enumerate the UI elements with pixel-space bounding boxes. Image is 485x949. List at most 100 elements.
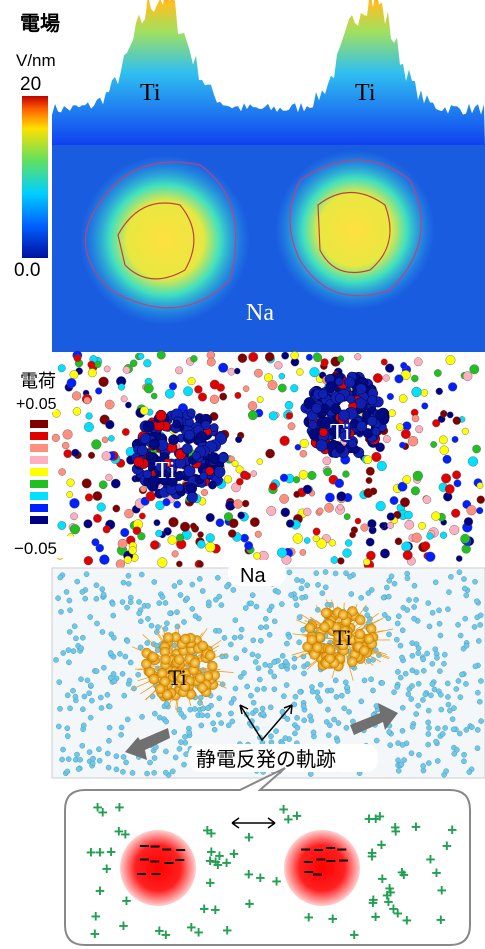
atom (299, 470, 308, 479)
atom (453, 417, 461, 425)
ion (318, 682, 323, 687)
atom (210, 395, 219, 404)
atom (441, 474, 451, 484)
ion (228, 711, 233, 716)
legend-swatch (30, 516, 48, 524)
ion (433, 647, 438, 652)
ion (96, 747, 101, 752)
atom (93, 514, 101, 522)
atom (124, 509, 133, 518)
ion (263, 662, 268, 667)
ion (426, 720, 431, 725)
ion (57, 706, 62, 711)
ion (403, 671, 408, 676)
atom (404, 511, 412, 519)
cluster-atom (192, 452, 200, 460)
ion (421, 668, 426, 673)
cluster-atom (344, 377, 355, 388)
ion (238, 634, 243, 639)
ion (163, 770, 168, 775)
ion (423, 692, 428, 697)
atom (154, 519, 160, 525)
atom (155, 530, 162, 537)
atom (102, 437, 108, 443)
atom (64, 450, 72, 458)
atom (450, 525, 460, 535)
figure: 電場 V/nm 20 0.0 Ti Ti Na Ti Ti 電荷 +0.05 −… (0, 0, 485, 949)
ion (105, 692, 110, 697)
cluster-atom (168, 435, 178, 445)
atom (122, 428, 129, 435)
atom (468, 457, 478, 467)
atom (67, 479, 75, 487)
atom (377, 461, 387, 471)
ion (382, 612, 387, 617)
cluster-atom (376, 410, 386, 420)
atom (462, 428, 469, 435)
atom (342, 471, 349, 478)
ion (56, 724, 61, 729)
atom (306, 354, 313, 361)
atom (88, 368, 97, 377)
atom (395, 538, 402, 545)
ion (178, 592, 183, 597)
ion (396, 614, 401, 619)
cluster-atom (357, 421, 367, 431)
atom (224, 476, 232, 484)
ion (250, 593, 255, 598)
atom (366, 477, 372, 483)
ion (301, 704, 306, 709)
cluster-atom (148, 652, 158, 662)
ion (219, 720, 224, 725)
plus-sign: + (205, 873, 215, 892)
ion (294, 603, 299, 608)
ion (228, 642, 233, 647)
atom (232, 460, 239, 467)
ion (267, 632, 272, 637)
ion (261, 686, 266, 691)
legend-swatch (30, 504, 48, 512)
atom (405, 520, 414, 529)
plus-sign: + (202, 821, 212, 840)
atom (415, 426, 422, 433)
atom (176, 561, 182, 567)
cluster-atom (187, 492, 198, 503)
ion (445, 607, 450, 612)
atom (281, 352, 288, 359)
plus-sign: + (211, 853, 221, 872)
atom (124, 556, 132, 564)
ion (388, 743, 393, 748)
atom (146, 491, 156, 501)
ion (391, 690, 396, 695)
ion (297, 615, 302, 620)
atom (205, 542, 215, 552)
ion (67, 608, 72, 613)
ion (145, 616, 150, 621)
ion (121, 754, 126, 759)
cluster-atom (355, 629, 365, 639)
atom (236, 478, 243, 485)
ion (192, 706, 197, 711)
atom (99, 555, 109, 565)
atom (113, 505, 120, 512)
atom (169, 517, 179, 527)
ion (409, 696, 414, 701)
ion (106, 765, 111, 770)
ion (185, 596, 190, 601)
ion (256, 666, 261, 671)
atom (387, 393, 394, 400)
ion (416, 651, 421, 656)
ion (335, 738, 340, 743)
ion (94, 621, 99, 626)
legend-swatch (30, 492, 48, 500)
legend-swatch (30, 456, 48, 464)
atom (372, 452, 382, 462)
ion (152, 711, 157, 716)
ion (188, 707, 193, 712)
ion (216, 712, 221, 717)
plus-sign: + (377, 870, 387, 889)
ion (283, 659, 288, 664)
legend-swatch (30, 444, 48, 452)
ion (300, 578, 305, 583)
atom (218, 363, 228, 373)
